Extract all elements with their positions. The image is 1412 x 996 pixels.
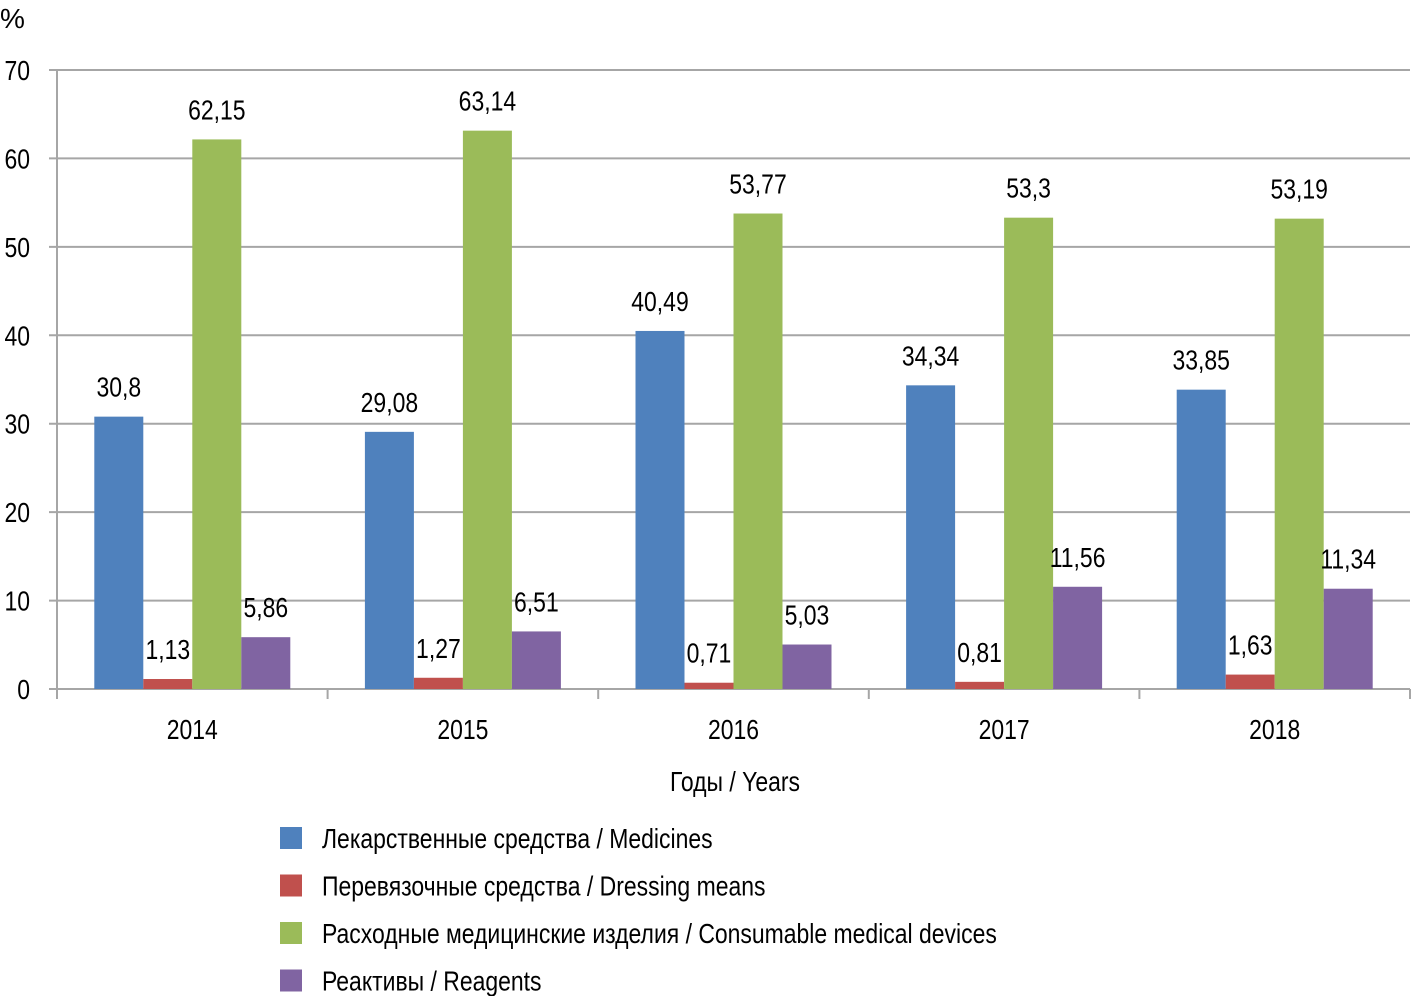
data-label: 53,77 — [729, 169, 786, 200]
bar — [241, 637, 291, 689]
y-tick-label: 40 — [4, 321, 30, 352]
data-label: 1,13 — [145, 635, 190, 666]
x-axis-label: Годы / Years — [670, 767, 800, 798]
bar — [413, 677, 463, 689]
y-tick-label: 20 — [4, 498, 30, 529]
data-label: 0,71 — [687, 639, 732, 670]
data-label: 62,15 — [188, 95, 245, 126]
data-label: 11,56 — [1050, 543, 1106, 574]
bar — [955, 681, 1005, 689]
bar — [1323, 588, 1373, 689]
x-tick-label: 2017 — [979, 715, 1030, 746]
data-label: 53,3 — [1006, 174, 1051, 205]
y-tick-label: 50 — [4, 233, 30, 264]
data-label: 0,81 — [957, 638, 1002, 669]
bar — [1225, 674, 1275, 689]
gridlines — [49, 69, 1410, 690]
x-tick-label: 2015 — [437, 715, 488, 746]
y-axis: 0 10 20 30 40 50 60 70 — [4, 56, 58, 706]
data-label: 53,19 — [1270, 175, 1327, 206]
y-axis-label: % — [0, 3, 25, 34]
bar — [94, 416, 144, 689]
bar — [1176, 389, 1226, 689]
x-axis: 2014 2015 2016 2017 2018 — [56, 689, 1411, 746]
bar — [1274, 218, 1324, 689]
x-tick-label: 2016 — [708, 715, 759, 746]
data-label: 63,14 — [459, 87, 516, 118]
data-label: 34,34 — [902, 341, 959, 372]
bar — [782, 644, 832, 689]
legend-swatch — [280, 922, 302, 944]
legend-label: Расходные медицинские изделия / Consumab… — [322, 919, 997, 950]
data-label: 1,27 — [416, 634, 461, 665]
bar — [1004, 217, 1054, 689]
data-label: 29,08 — [361, 388, 418, 419]
bar — [733, 213, 783, 689]
legend-swatch — [280, 969, 302, 992]
bar — [906, 385, 956, 689]
legend-label: Перевязочные средства / Dressing means — [322, 871, 765, 902]
bar — [684, 682, 734, 689]
y-tick-label: 10 — [4, 587, 30, 618]
legend-label: Реактивы / Reagents — [322, 966, 542, 996]
legend-label: Лекарственные средства / Medicines — [322, 824, 713, 855]
legend-swatch — [280, 827, 302, 849]
legend: Лекарственные средства / Medicines Перевя… — [280, 824, 997, 996]
data-label: 6,51 — [514, 587, 559, 618]
bar — [1053, 586, 1103, 689]
bar — [511, 631, 561, 689]
data-label: 11,34 — [1320, 545, 1376, 576]
data-label: 5,86 — [243, 593, 288, 624]
y-tick-label: 30 — [4, 410, 30, 441]
bar — [143, 679, 193, 689]
bar — [364, 431, 414, 689]
x-tick-label: 2014 — [167, 715, 218, 746]
bar — [635, 330, 685, 689]
data-label: 1,63 — [1228, 631, 1273, 662]
legend-swatch — [280, 874, 302, 897]
data-labels: 30,8 29,08 40,49 34,34 33,85 1,13 1,27 0,71 0,81… — [96, 87, 1376, 670]
data-label: 30,8 — [96, 373, 141, 404]
data-label: 33,85 — [1172, 346, 1229, 377]
y-tick-label: 0 — [17, 675, 30, 706]
bar — [462, 130, 512, 690]
data-label: 40,49 — [631, 287, 688, 318]
bars — [94, 130, 1373, 690]
data-label: 5,03 — [785, 600, 830, 631]
x-tick-label: 2018 — [1249, 715, 1300, 746]
y-tick-label: 70 — [4, 56, 30, 87]
y-tick-label: 60 — [4, 144, 30, 175]
bar — [192, 139, 242, 689]
